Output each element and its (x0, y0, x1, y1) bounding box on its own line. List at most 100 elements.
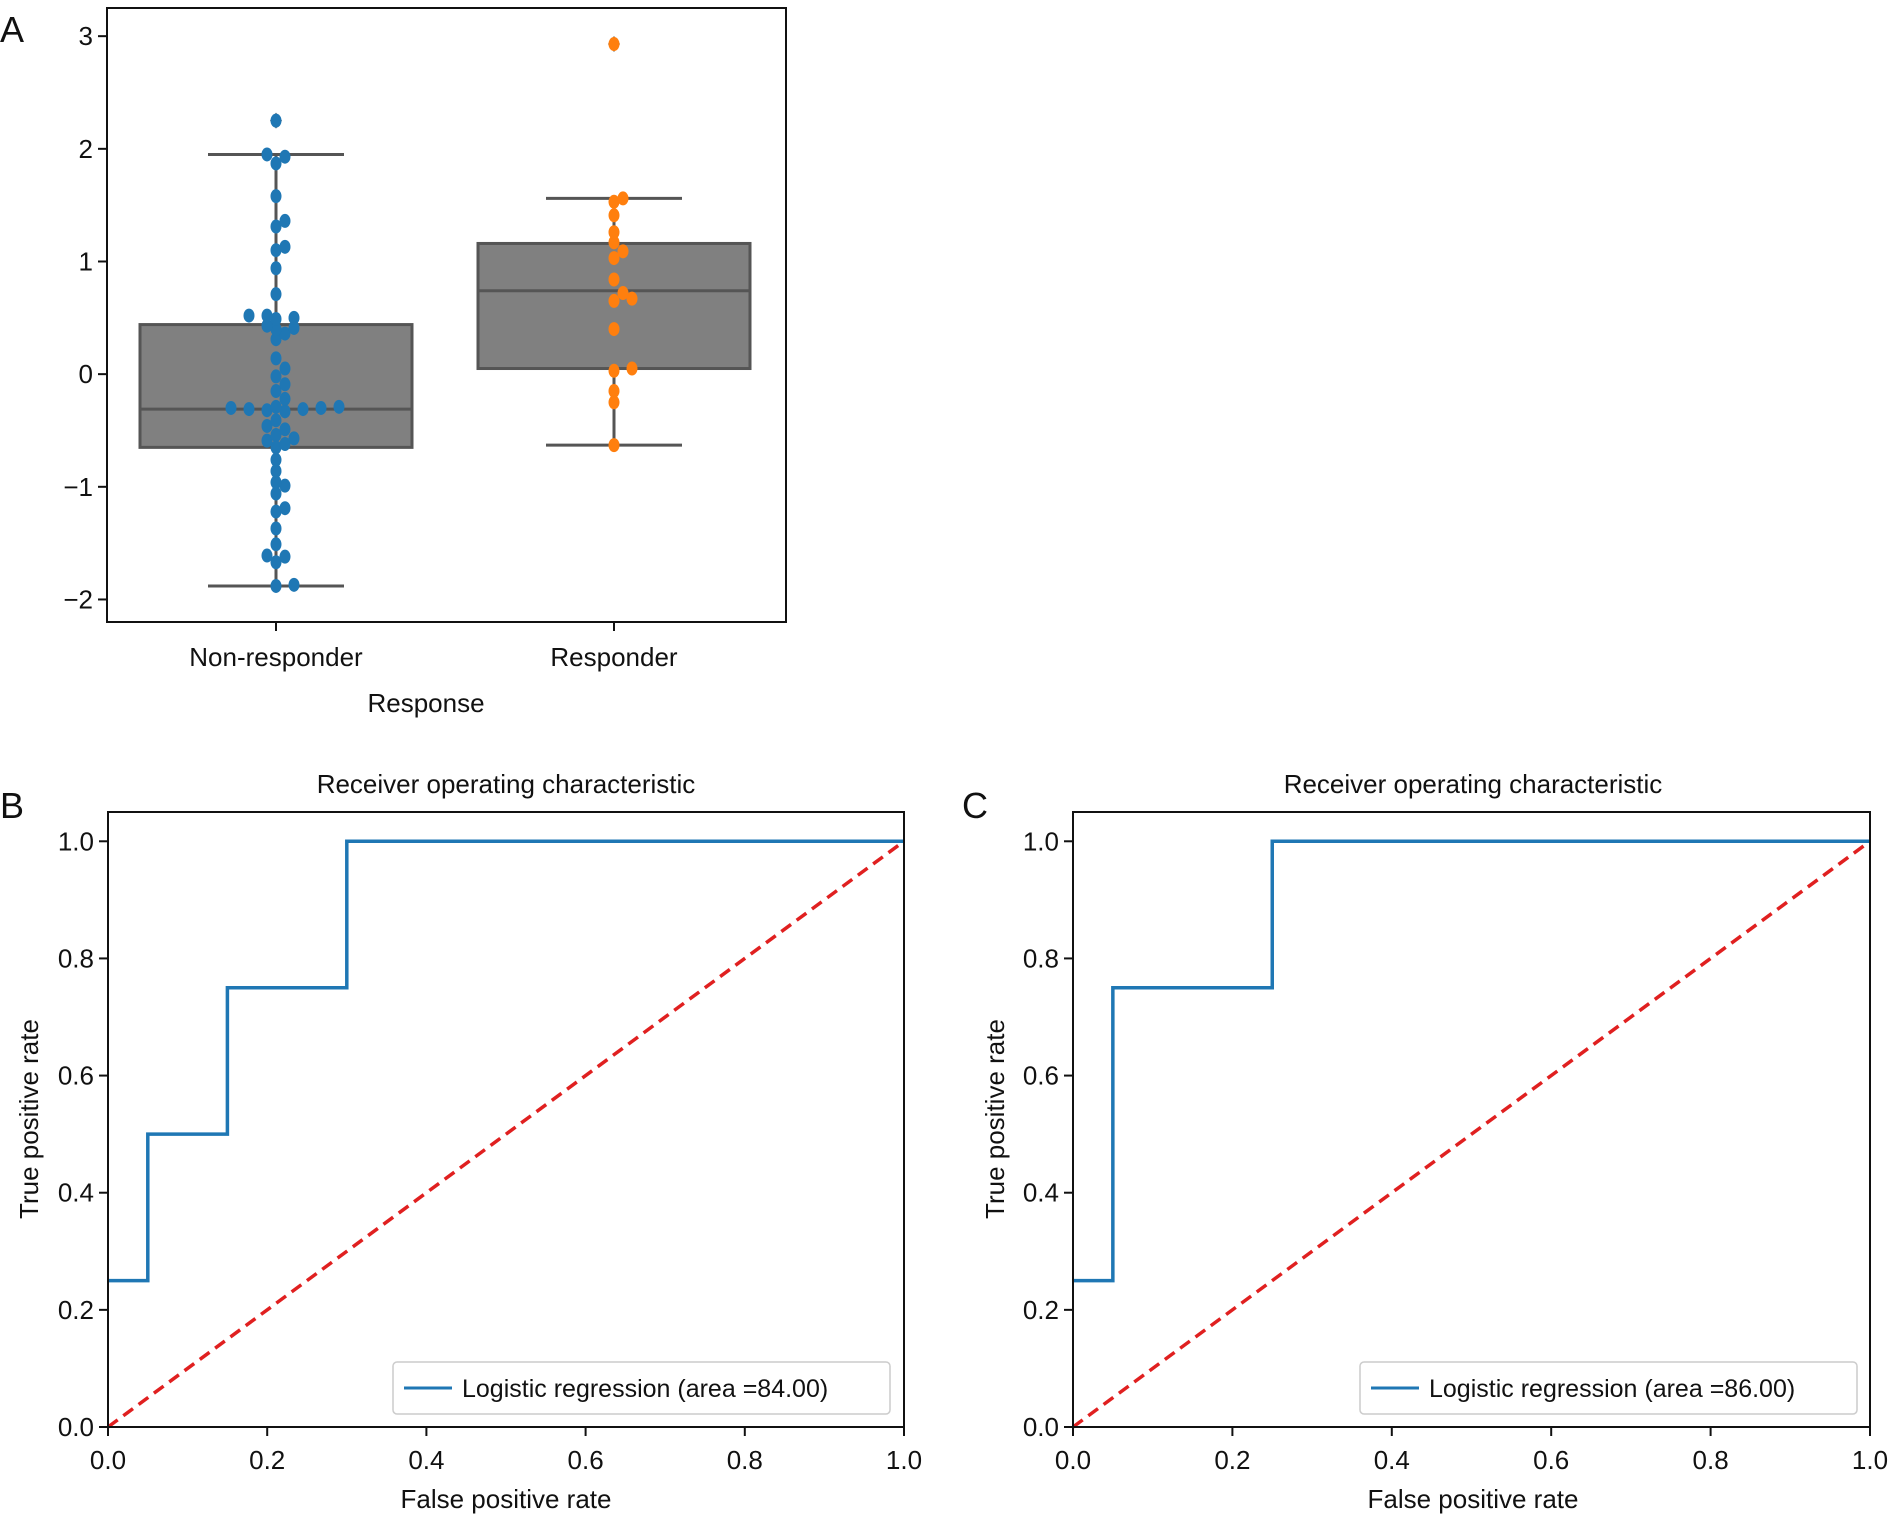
swarm-point (261, 318, 273, 333)
swarm-point (288, 577, 300, 592)
swarm-point (608, 395, 620, 410)
x-tick-label: 0.2 (1214, 1445, 1250, 1475)
y-tick-label: 0.0 (1023, 1412, 1059, 1442)
y-tick-label: 0 (79, 359, 93, 389)
roc-b-y-label: True positive rate (14, 1019, 44, 1219)
y-tick-label: 3 (79, 21, 93, 51)
swarm-point (608, 384, 620, 399)
swarm-point (288, 320, 300, 335)
swarm-point (279, 549, 291, 564)
swarm-point (608, 438, 620, 453)
swarm-point (279, 213, 291, 228)
y-tick-label: 0.2 (1023, 1295, 1059, 1325)
swarm-point (270, 440, 282, 455)
roc-curve (1073, 839, 1870, 1283)
swarm-point (270, 384, 282, 399)
swarm-point (270, 555, 282, 570)
roc-c-ticks: 0.0 0.2 0.4 0.6 0.8 1.0 0.0 0.2 0.4 0.6 0.8 1.0 (1023, 826, 1888, 1475)
swarm-point (279, 326, 291, 341)
swarm-point (279, 436, 291, 451)
x-tick-label: 0.6 (1533, 1445, 1569, 1475)
swarm-point (279, 391, 291, 406)
swarm-point (270, 261, 282, 276)
swarm-point (626, 361, 638, 376)
x-tick-label: 0.8 (727, 1445, 763, 1475)
x-tick-label: 1.0 (1852, 1445, 1888, 1475)
roc-b-legend-box (392, 1361, 891, 1415)
swarm-point (608, 208, 620, 223)
roc-b-x-label: False positive rate (401, 1484, 612, 1514)
y-tick-label: 1 (79, 246, 93, 276)
swarm-point (270, 537, 282, 552)
swarm-point (279, 239, 291, 254)
roc-c-legend: Logistic regression (area =86.00) (1359, 1361, 1858, 1415)
box-plot-points (225, 37, 638, 593)
roc-b-ticks: 0.0 0.2 0.4 0.6 0.8 1.0 0.0 0.2 0.4 0.6 0.8 1.0 (58, 826, 922, 1475)
swarm-point (617, 286, 629, 301)
x-tick-label: 0.6 (568, 1445, 604, 1475)
roc-curve (108, 839, 904, 1283)
x-tick-label: 0.0 (1055, 1445, 1091, 1475)
roc-b-frame (107, 811, 905, 1428)
swarm-point (243, 308, 255, 323)
y-tick-label: 1.0 (58, 826, 94, 856)
y-tick-label: 0.0 (58, 1412, 94, 1442)
swarm-point (270, 486, 282, 501)
swarm-point (270, 243, 282, 258)
x-tick-label: 0.8 (1693, 1445, 1729, 1475)
swarm-point (270, 427, 282, 442)
y-tick-label: 0.8 (1023, 943, 1059, 973)
swarm-point (279, 422, 291, 437)
swarm-point (279, 361, 291, 376)
roc-c-legend-box (1359, 1361, 1858, 1415)
roc-c-legend-label: Logistic regression (area =86.00) (1429, 1375, 1795, 1403)
swarm-point (261, 403, 273, 418)
y-tick-label: 0.4 (58, 1178, 94, 1208)
x-tick-label: 0.0 (90, 1445, 126, 1475)
x-tick-label: 0.4 (1374, 1445, 1410, 1475)
panel-label-c: C (962, 785, 988, 826)
roc-b-legend: Logistic regression (area =84.00) (392, 1361, 891, 1415)
swarm-point (270, 189, 282, 204)
swarm-point (608, 194, 620, 209)
roc-c-y-label: True positive rate (980, 1019, 1010, 1219)
chance-diagonal-line (106, 839, 906, 1429)
box-plot-x-label: Response (367, 688, 484, 718)
y-tick-label: 0.4 (1023, 1178, 1059, 1208)
swarm-point (270, 464, 282, 479)
swarm-point (270, 287, 282, 302)
swarm-point (279, 404, 291, 419)
swarm-point (333, 399, 345, 414)
swarm-point (608, 272, 620, 287)
swarm-point (270, 219, 282, 234)
swarm-point (270, 351, 282, 366)
swarm-point (608, 37, 620, 52)
swarm-point (279, 478, 291, 493)
chance-diagonal-line (1071, 839, 1872, 1429)
swarm-point (608, 235, 620, 250)
x-tick-label: 0.4 (408, 1445, 444, 1475)
swarm-point (270, 369, 282, 384)
swarm-point (315, 400, 327, 415)
swarm-point (261, 308, 273, 323)
box-plot-boxes (138, 36, 752, 588)
roc-c-x-label: False positive rate (1368, 1484, 1579, 1514)
swarm-point (288, 431, 300, 446)
swarm-point (261, 548, 273, 563)
swarm-point (261, 147, 273, 162)
swarm-point (608, 251, 620, 266)
swarm-point (243, 402, 255, 417)
swarm-point (270, 156, 282, 171)
y-tick-label: 1.0 (1023, 826, 1059, 856)
swarm-point (279, 501, 291, 516)
swarm-point (270, 475, 282, 490)
box-plot-panel: −2 −1 0 1 2 3 Non-responder Responder Response (63, 7, 787, 718)
y-tick-label: 0.2 (58, 1295, 94, 1325)
swarm-point (270, 311, 282, 326)
swarm-point (279, 149, 291, 164)
swarm-point (270, 521, 282, 536)
swarm-point (608, 363, 620, 378)
x-tick-label: Responder (550, 642, 678, 672)
swarm-point (608, 322, 620, 337)
swarm-point (288, 310, 300, 325)
